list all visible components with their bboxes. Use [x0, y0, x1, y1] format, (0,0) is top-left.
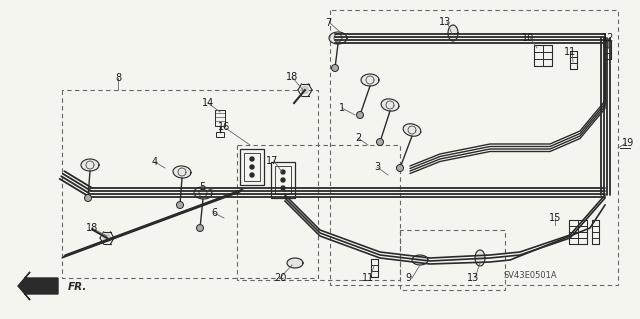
Text: 6: 6 — [211, 208, 217, 218]
Text: 1: 1 — [339, 103, 345, 113]
Circle shape — [177, 202, 184, 209]
Polygon shape — [361, 74, 379, 86]
Bar — [275, 166, 291, 194]
Text: 11: 11 — [564, 47, 576, 57]
Bar — [271, 162, 295, 198]
Text: 2: 2 — [355, 133, 361, 143]
Bar — [570, 51, 577, 69]
Circle shape — [250, 157, 254, 161]
Text: 7: 7 — [325, 18, 331, 28]
Bar — [578, 220, 587, 226]
Circle shape — [356, 112, 364, 118]
Polygon shape — [475, 250, 485, 266]
Polygon shape — [287, 258, 303, 268]
Bar — [371, 271, 378, 277]
Bar — [591, 226, 598, 232]
Text: 4: 4 — [152, 157, 158, 167]
Text: 17: 17 — [266, 156, 278, 166]
Bar — [591, 238, 598, 244]
Bar — [604, 41, 611, 47]
Bar — [534, 44, 552, 65]
Polygon shape — [81, 159, 99, 171]
Polygon shape — [301, 86, 309, 93]
Circle shape — [281, 186, 285, 190]
Circle shape — [196, 225, 204, 232]
Circle shape — [397, 165, 403, 172]
Bar — [371, 259, 378, 277]
Bar — [569, 226, 578, 232]
Bar — [371, 265, 378, 271]
Text: 16: 16 — [218, 122, 230, 132]
Circle shape — [250, 165, 254, 169]
Text: 10: 10 — [522, 33, 534, 43]
Bar — [371, 259, 378, 265]
Bar — [578, 238, 587, 244]
Polygon shape — [412, 255, 428, 265]
Circle shape — [376, 138, 383, 145]
Circle shape — [281, 170, 285, 174]
Text: 20: 20 — [274, 273, 286, 283]
Text: 5: 5 — [199, 182, 205, 192]
Bar — [604, 41, 611, 59]
Polygon shape — [194, 187, 212, 199]
Bar — [215, 110, 225, 126]
Bar — [543, 51, 552, 58]
Bar — [569, 238, 578, 244]
Circle shape — [281, 178, 285, 182]
Bar — [534, 44, 543, 51]
Bar — [569, 220, 578, 226]
Polygon shape — [381, 99, 399, 111]
Bar — [578, 226, 587, 232]
Bar — [569, 232, 578, 238]
Bar — [534, 51, 543, 58]
Bar — [543, 44, 552, 51]
Text: 8: 8 — [115, 73, 121, 83]
Text: SV43E0501A: SV43E0501A — [503, 271, 557, 279]
Text: 12: 12 — [602, 33, 614, 43]
Bar — [578, 232, 587, 238]
Polygon shape — [173, 166, 191, 178]
Text: 18: 18 — [86, 223, 98, 233]
Bar — [591, 232, 598, 238]
Text: 13: 13 — [439, 17, 451, 27]
Bar — [604, 53, 611, 59]
Text: 19: 19 — [622, 138, 634, 148]
Bar — [534, 58, 543, 65]
Circle shape — [250, 173, 254, 177]
Circle shape — [332, 64, 339, 71]
Text: 11: 11 — [362, 273, 374, 283]
Bar — [570, 63, 577, 69]
Bar — [216, 132, 224, 137]
Polygon shape — [103, 234, 111, 241]
Bar — [543, 58, 552, 65]
Circle shape — [84, 195, 92, 202]
Text: 9: 9 — [405, 273, 411, 283]
Bar — [570, 51, 577, 57]
Bar — [604, 47, 611, 53]
Polygon shape — [329, 32, 347, 44]
Bar — [591, 220, 598, 226]
Polygon shape — [403, 124, 421, 136]
Polygon shape — [18, 272, 58, 300]
Bar — [569, 220, 587, 244]
Polygon shape — [448, 25, 458, 41]
Text: 13: 13 — [467, 273, 479, 283]
Text: FR.: FR. — [68, 282, 88, 292]
Text: 3: 3 — [374, 162, 380, 172]
Bar — [570, 57, 577, 63]
Bar — [591, 220, 598, 244]
Text: 14: 14 — [202, 98, 214, 108]
Bar — [244, 153, 260, 181]
Text: 15: 15 — [549, 213, 561, 223]
Text: 18: 18 — [286, 72, 298, 82]
Bar — [240, 149, 264, 185]
